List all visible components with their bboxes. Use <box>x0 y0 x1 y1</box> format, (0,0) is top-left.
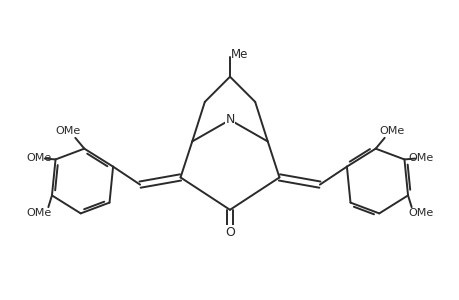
Text: OMe: OMe <box>407 208 432 218</box>
Text: OMe: OMe <box>379 126 403 136</box>
Text: OMe: OMe <box>27 153 52 163</box>
Text: Me: Me <box>230 48 248 61</box>
Text: OMe: OMe <box>407 153 432 163</box>
Text: OMe: OMe <box>56 126 80 136</box>
Text: O: O <box>224 226 235 239</box>
Text: N: N <box>225 113 234 126</box>
Text: OMe: OMe <box>27 208 52 218</box>
